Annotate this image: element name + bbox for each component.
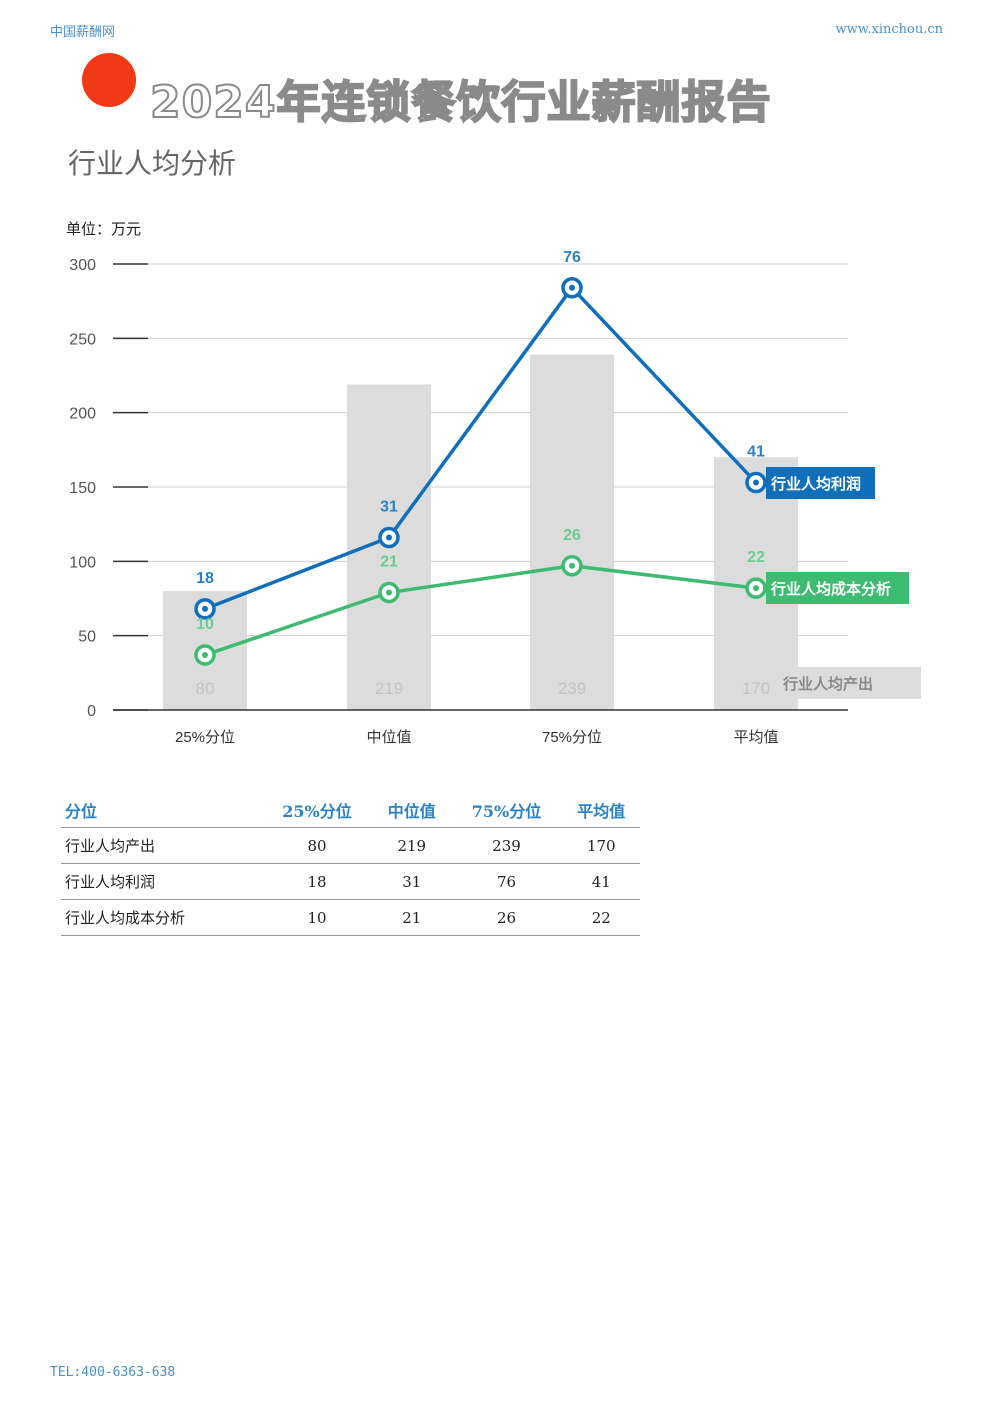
table-cell: 26 <box>450 899 563 936</box>
y-tick-label: 300 <box>69 257 96 274</box>
series-line <box>204 564 757 657</box>
table-cell: 18 <box>261 863 374 900</box>
line-marker-dot <box>386 589 392 596</box>
bar-data-label: 170 <box>742 679 770 698</box>
table-cell: 41 <box>562 863 640 900</box>
title-accent-dot <box>82 53 136 107</box>
table-cell: 22 <box>562 899 640 936</box>
bar-data-label: 219 <box>375 679 403 698</box>
site-name: 中国薪酬网 <box>50 25 116 40</box>
table-header-cell: 平均值 <box>562 792 640 828</box>
legend-tag <box>766 467 875 499</box>
table-row: 行业人均利润 18 31 76 41 <box>61 863 640 900</box>
table-header-cell: 75%分位 <box>450 792 563 828</box>
y-tick-label: 150 <box>69 480 96 497</box>
y-tick-label: 0 <box>87 703 96 720</box>
line-marker-dot <box>386 534 392 541</box>
site-url[interactable]: www.xinchou.cn <box>835 22 943 37</box>
table-cell: 21 <box>373 899 451 936</box>
bar-data-label: 239 <box>558 679 586 698</box>
x-tick-label: 75%分位 <box>542 729 602 746</box>
table-cell: 80 <box>261 827 374 864</box>
y-tick-label: 250 <box>69 331 96 348</box>
line-marker-dot <box>202 605 208 612</box>
table-row-label: 行业人均成本分析 <box>61 899 261 936</box>
combo-chart: 0 50 100 150 200 250 300 80 219 239 170 25%分位 中位值 75%… <box>69 249 921 746</box>
legend-tag <box>766 572 909 604</box>
line-marker-dot <box>753 479 759 486</box>
y-tick-label: 50 <box>78 629 96 646</box>
footer-phone: TEL:400-6363-638 <box>50 1365 176 1380</box>
chart-unit-label: 单位：万元 <box>66 220 142 238</box>
bar-data-label: 80 <box>196 679 215 698</box>
line-marker-dot <box>569 562 575 569</box>
page-title: 2024年连锁餐饮行业薪酬报告 <box>149 76 772 129</box>
line-marker-dot <box>202 651 208 658</box>
x-tick-label: 25%分位 <box>175 729 235 746</box>
y-tick-label: 100 <box>69 554 96 571</box>
y-tick-label: 200 <box>69 406 96 423</box>
x-tick-label: 中位值 <box>366 729 411 746</box>
legend-label: 行业人均产出 <box>782 675 873 693</box>
line-data-label: 41 <box>747 444 765 461</box>
line-data-label: 76 <box>563 249 581 266</box>
table-header-row: 分位 25%分位 中位值 75%分位 平均值 <box>61 792 640 828</box>
table-header-cell: 分位 <box>61 792 261 828</box>
legend-label: 行业人均成本分析 <box>770 580 891 598</box>
table-cell: 170 <box>562 827 640 864</box>
x-tick-label: 平均值 <box>733 729 778 746</box>
table-row-label: 行业人均产出 <box>61 827 261 864</box>
line-data-label: 26 <box>563 527 581 544</box>
line-data-label: 22 <box>747 549 765 566</box>
table-row: 行业人均产出 80 219 239 170 <box>61 827 640 864</box>
section-title: 行业人均分析 <box>68 147 237 180</box>
table-cell: 31 <box>373 863 451 900</box>
table-cell: 219 <box>373 827 451 864</box>
table-cell: 76 <box>450 863 563 900</box>
line-data-label: 21 <box>380 554 398 571</box>
series-line <box>204 286 758 611</box>
legend-tag <box>778 667 921 699</box>
line-marker-dot <box>569 284 575 291</box>
table-header-cell: 中位值 <box>373 792 451 828</box>
line-data-label: 10 <box>196 616 214 633</box>
data-table: 分位 25%分位 中位值 75%分位 平均值 行业人均产出 80 219 239… <box>61 792 640 936</box>
table-header-cell: 25%分位 <box>261 792 374 828</box>
bar <box>530 354 614 710</box>
table-row: 行业人均成本分析 10 21 26 22 <box>61 899 640 936</box>
legend-label: 行业人均利润 <box>770 475 861 493</box>
line-data-label: 31 <box>380 499 398 516</box>
line-marker-dot <box>753 585 759 592</box>
table-cell: 10 <box>261 899 374 936</box>
line-data-label: 18 <box>196 570 214 587</box>
table-row-label: 行业人均利润 <box>61 863 261 900</box>
table-cell: 239 <box>450 827 563 864</box>
